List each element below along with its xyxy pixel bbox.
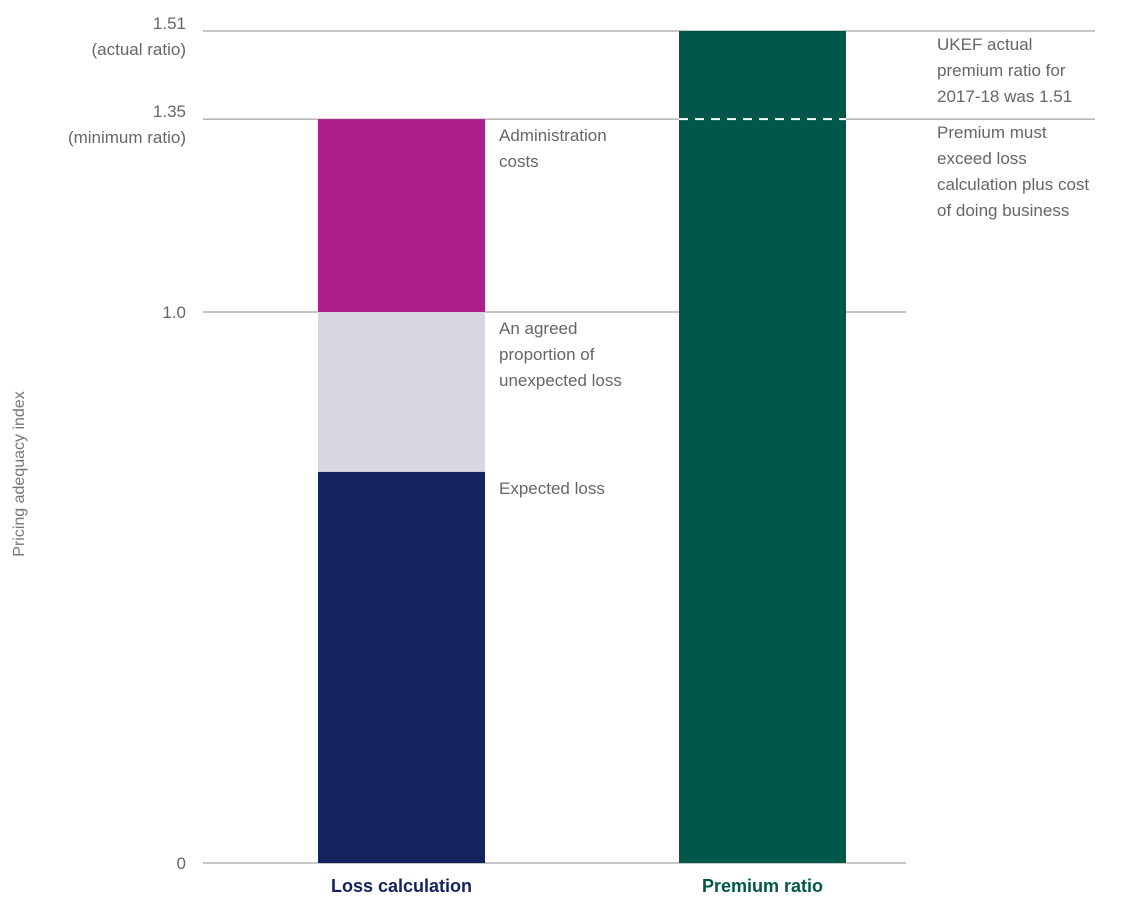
annotation-line: premium ratio for (937, 61, 1066, 80)
annotation-line: UKEF actual (937, 35, 1032, 54)
annotation-line: Premium must (937, 123, 1047, 142)
annotation: UKEF actual premium ratio for 2017-18 was … (937, 35, 1072, 106)
segment-label-line: An agreed (499, 319, 577, 338)
segment-label-line: proportion of (499, 345, 595, 364)
y-tick-labels: 0 1.0 1.35 (minimum ratio) 1.51 (actual ratio… (68, 14, 186, 873)
annotations: UKEF actual premium ratio for 2017-18 was … (937, 35, 1089, 220)
segment-label-line: unexpected loss (499, 371, 622, 390)
y-axis-label: Pricing adequacy index (11, 391, 28, 556)
y-tick-label-line: 1.0 (162, 303, 186, 322)
y-tick-label: 1.0 (162, 303, 186, 322)
annotation-line: of doing business (937, 201, 1069, 220)
y-tick-label: 0 (177, 854, 186, 873)
y-tick-label-line: (actual ratio) (92, 40, 186, 59)
category-label: Loss calculation (331, 876, 472, 896)
category-labels: Loss calculation Premium ratio (331, 876, 823, 896)
y-tick-label-line: 1.35 (153, 102, 186, 121)
segment-label-line: Administration (499, 126, 607, 145)
bar-segment (318, 119, 485, 313)
bars (318, 31, 846, 863)
annotation: Premium must exceed loss calculation plus … (937, 123, 1089, 220)
y-tick-label-line: 0 (177, 854, 186, 873)
bar-segment (318, 471, 485, 863)
annotation-line: calculation plus cost (937, 175, 1089, 194)
y-tick-label: 1.35 (minimum ratio) (68, 102, 186, 147)
y-tick-label-line: 1.51 (153, 14, 186, 33)
segment-label-line: Expected loss (499, 479, 605, 498)
bar-segment (679, 31, 846, 863)
annotation-line: exceed loss (937, 149, 1027, 168)
segment-label: An agreed proportion of unexpected loss (499, 319, 622, 390)
segment-label-line: costs (499, 152, 539, 171)
segment-label: Administration costs (499, 126, 607, 171)
bar-segment (318, 312, 485, 472)
y-tick-label-line: (minimum ratio) (68, 128, 186, 147)
y-tick-label: 1.51 (actual ratio) (92, 14, 186, 59)
annotation-line: 2017-18 was 1.51 (937, 87, 1072, 106)
category-label: Premium ratio (702, 876, 823, 896)
segment-label: Expected loss (499, 479, 605, 498)
segment-labels: Expected loss An agreed proportion of unexp… (499, 126, 622, 498)
